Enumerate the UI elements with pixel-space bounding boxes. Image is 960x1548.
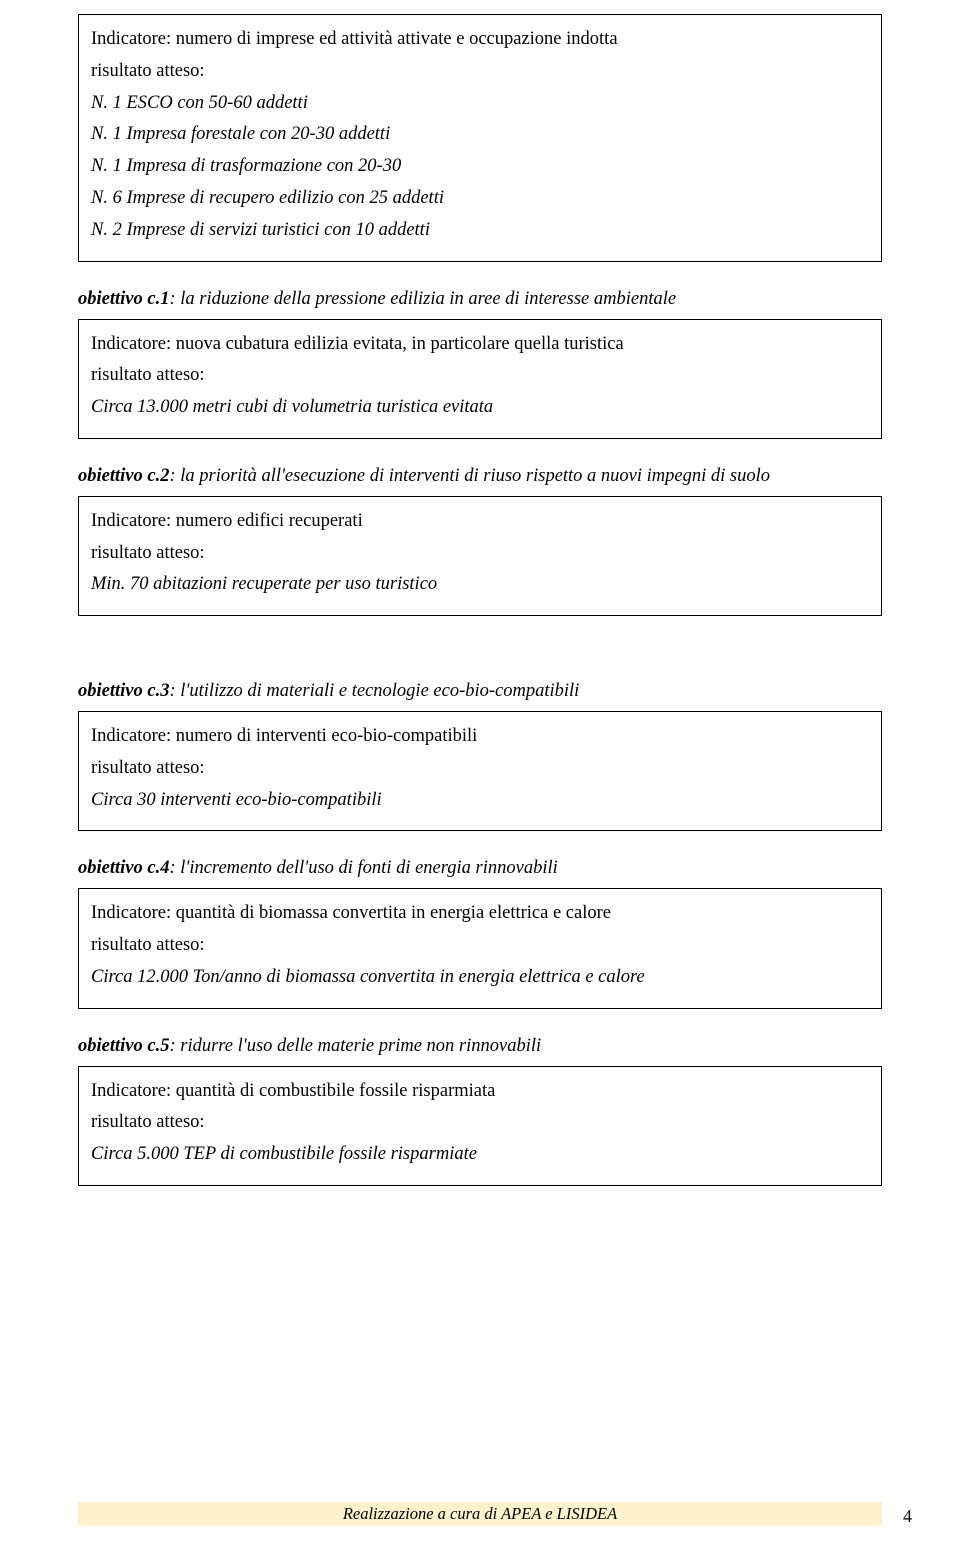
risultato-value: Circa 30 interventi eco-bio-compatibili [91,787,869,814]
risultato-label: risultato atteso: [91,755,869,782]
objective-code: obiettivo c.3 [78,681,169,701]
objective-desc: : la priorità all'esecuzione di interven… [169,466,770,486]
risultato-line: N. 6 Imprese di recupero edilizio con 25… [91,185,869,212]
risultato-label: risultato atteso: [91,540,869,567]
objective-desc: : l'utilizzo di materiali e tecnologie e… [169,681,579,701]
risultato-line: N. 1 ESCO con 50-60 addetti [91,90,869,117]
objective-title-c3: obiettivo c.3: l'utilizzo di materiali e… [78,678,882,705]
risultato-label: risultato atteso: [91,932,869,959]
risultato-label: risultato atteso: [91,1109,869,1136]
footer-bar: Realizzazione a cura di APEA e LISIDEA 4 [78,1502,882,1526]
indicator-box-c4: Indicatore: quantità di biomassa convert… [78,888,882,1008]
objective-code: obiettivo c.5 [78,1036,169,1056]
risultato-value: Circa 13.000 metri cubi di volumetria tu… [91,394,869,421]
risultato-line: N. 1 Impresa forestale con 20-30 addetti [91,121,869,148]
objective-code: obiettivo c.4 [78,858,169,878]
risultato-line: N. 1 Impresa di trasformazione con 20-30 [91,153,869,180]
objective-desc: : l'incremento dell'uso di fonti di ener… [169,858,557,878]
page-footer: Realizzazione a cura di APEA e LISIDEA 4 [0,1502,960,1526]
risultato-value: Circa 5.000 TEP di combustibile fossile … [91,1141,869,1168]
indicatore-text: Indicatore: quantità di combustibile fos… [91,1078,869,1105]
indicator-box-c5: Indicatore: quantità di combustibile fos… [78,1066,882,1186]
page-number: 4 [903,1503,912,1529]
footer-text: Realizzazione a cura di APEA e LISIDEA [343,1502,617,1526]
indicator-box-c1: Indicatore: nuova cubatura edilizia evit… [78,319,882,439]
indicatore-text: Indicatore: numero di interventi eco-bio… [91,723,869,750]
indicatore-text: Indicatore: numero edifici recuperati [91,508,869,535]
indicator-box-c2: Indicatore: numero edifici recuperati ri… [78,496,882,616]
indicator-box-c3: Indicatore: numero di interventi eco-bio… [78,711,882,831]
objective-title-c4: obiettivo c.4: l'incremento dell'uso di … [78,855,882,882]
risultato-label: risultato atteso: [91,362,869,389]
objective-title-c2: obiettivo c.2: la priorità all'esecuzion… [78,463,882,490]
risultato-line: N. 2 Imprese di servizi turistici con 10… [91,217,869,244]
risultato-label: risultato atteso: [91,58,869,85]
risultato-value: Circa 12.000 Ton/anno di biomassa conver… [91,964,869,991]
indicatore-text: Indicatore: numero di imprese ed attivit… [91,26,869,53]
indicatore-text: Indicatore: nuova cubatura edilizia evit… [91,331,869,358]
section-c3: obiettivo c.3: l'utilizzo di materiali e… [78,678,882,831]
objective-desc: : ridurre l'uso delle materie prime non … [169,1036,541,1056]
objective-desc: : la riduzione della pressione edilizia … [169,289,676,309]
objective-code: obiettivo c.2 [78,466,169,486]
objective-code: obiettivo c.1 [78,289,169,309]
risultato-value: Min. 70 abitazioni recuperate per uso tu… [91,571,869,598]
indicatore-text: Indicatore: quantità di biomassa convert… [91,900,869,927]
objective-title-c1: obiettivo c.1: la riduzione della pressi… [78,286,882,313]
indicator-box-top: Indicatore: numero di imprese ed attivit… [78,14,882,262]
objective-title-c5: obiettivo c.5: ridurre l'uso delle mater… [78,1033,882,1060]
